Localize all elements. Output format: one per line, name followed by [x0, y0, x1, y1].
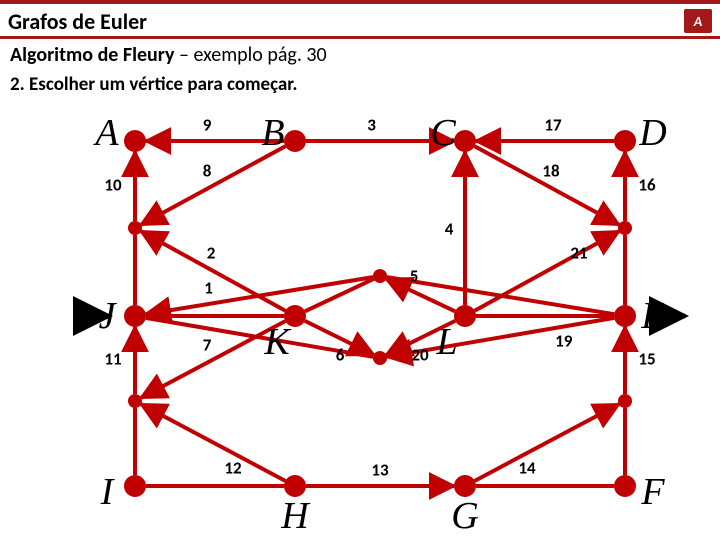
edge-weight: 1 [204, 278, 213, 299]
node-label: L [436, 320, 457, 364]
edge-weight: 10 [104, 174, 121, 195]
node-label: E [641, 294, 664, 338]
node-label: K [264, 320, 289, 364]
graph-node [614, 475, 636, 497]
graph-node [284, 130, 306, 152]
node-label: I [101, 470, 114, 514]
edge-weight: 18 [542, 160, 559, 181]
edge-weight: 9 [203, 115, 212, 136]
edge-weight: 19 [555, 330, 572, 351]
edge-weight: 2 [207, 242, 216, 263]
graph-node [614, 305, 636, 327]
logo-icon: A [684, 9, 712, 33]
edge-weight: 17 [544, 115, 561, 136]
edge-weight: 14 [518, 458, 535, 479]
graph-midpoint [618, 394, 632, 408]
edge-weight: 21 [570, 243, 587, 264]
edge-weight: 7 [203, 334, 212, 355]
graph-midpoint [373, 269, 387, 283]
graph-node [614, 130, 636, 152]
node-label: A [95, 111, 118, 155]
graph-midpoint [128, 221, 142, 235]
graph-midpoint [128, 394, 142, 408]
graph-node [124, 305, 146, 327]
graph-node [124, 130, 146, 152]
edge-weight: 12 [224, 458, 241, 479]
node-label: B [261, 111, 284, 155]
node-label: C [430, 111, 455, 155]
edge-weight: 15 [638, 348, 655, 369]
node-label: G [451, 494, 478, 538]
node-label: F [641, 470, 664, 514]
edge-weight: 5 [410, 266, 419, 287]
graph-midpoint [373, 351, 387, 365]
node-label: J [99, 294, 116, 338]
subtitle: Algoritmo de Fleury – exemplo pág. 30 [0, 39, 720, 69]
edge-weight: 16 [638, 174, 655, 195]
edge-weight: 4 [445, 218, 454, 239]
edge-weight: 8 [203, 160, 212, 181]
edge-weight: 20 [411, 345, 428, 366]
subtitle-rest: – exemplo pág. 30 [174, 43, 326, 67]
node-label: H [281, 494, 308, 538]
edge-weight: 13 [371, 460, 388, 481]
subtitle-bold: Algoritmo de Fleury [10, 43, 174, 67]
edge-weight: 11 [104, 348, 121, 369]
edge-weight: 6 [336, 345, 345, 366]
graph-midpoint [618, 221, 632, 235]
graph-node [124, 475, 146, 497]
node-label: D [639, 111, 666, 155]
graph-node [454, 130, 476, 152]
graph-stage: 931710824161821156201911712151413ABCDJKL… [0, 96, 720, 536]
header: Grafos de Euler A [0, 4, 720, 39]
page-title: Grafos de Euler [8, 8, 147, 35]
step-text: 2. Escolher um vértice para começar. [0, 69, 720, 96]
edge-weight: 3 [367, 115, 376, 136]
